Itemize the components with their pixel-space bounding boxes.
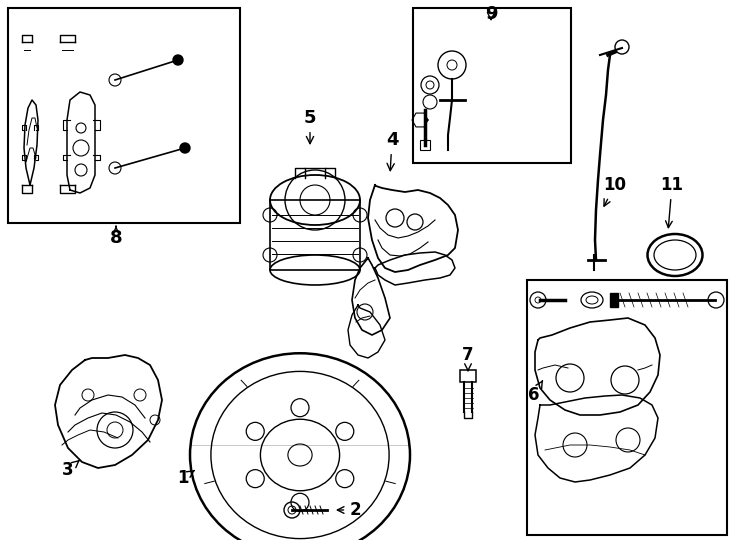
Circle shape <box>173 55 183 65</box>
Bar <box>8 8 240 223</box>
Bar <box>420 140 430 150</box>
Text: 11: 11 <box>661 176 683 228</box>
Circle shape <box>180 143 190 153</box>
Text: 4: 4 <box>386 131 399 171</box>
Text: 7: 7 <box>462 346 474 370</box>
Text: 9: 9 <box>484 5 497 23</box>
Bar <box>413 8 571 163</box>
Text: 6: 6 <box>528 381 542 404</box>
Bar <box>610 293 618 307</box>
Bar <box>527 280 727 535</box>
Text: 8: 8 <box>109 226 123 247</box>
Bar <box>460 370 476 382</box>
Text: 3: 3 <box>62 461 79 479</box>
Text: 2: 2 <box>338 501 361 519</box>
Text: 1: 1 <box>177 469 194 487</box>
Text: 10: 10 <box>603 176 627 206</box>
Text: 5: 5 <box>304 109 316 144</box>
